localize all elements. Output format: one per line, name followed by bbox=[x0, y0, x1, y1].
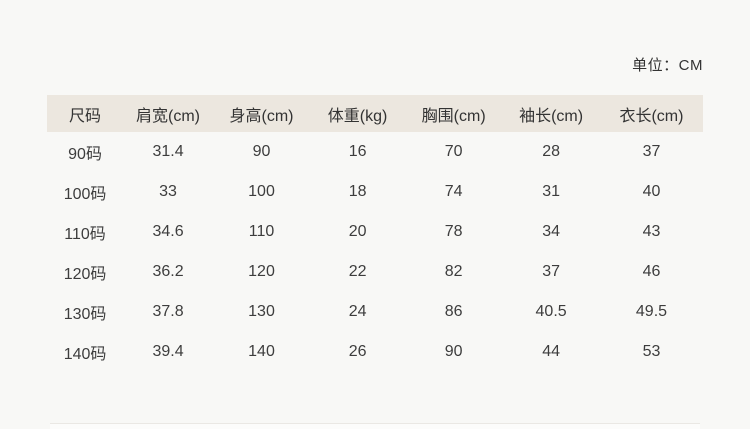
column-header: 衣长(cm) bbox=[619, 107, 684, 125]
table-cell: 18 bbox=[348, 183, 367, 200]
table-cell: 82 bbox=[444, 263, 463, 280]
table-row: 110码 34.6 110 20 78 34 43 bbox=[47, 212, 703, 252]
column-header: 胸围(cm) bbox=[421, 107, 486, 125]
table-cell: 53 bbox=[642, 343, 661, 360]
bottom-strip bbox=[50, 424, 700, 429]
header-row: 尺码 肩宽(cm) 身高(cm) 体重(kg) 胸围(cm) 袖长(cm) 衣长(cm) bbox=[47, 95, 703, 132]
table-cell: 90 bbox=[252, 143, 271, 160]
table-cell: 24 bbox=[348, 303, 367, 320]
table-cell: 40.5 bbox=[535, 303, 567, 320]
table-cell: 33 bbox=[159, 183, 177, 200]
table-cell: 110码 bbox=[64, 226, 106, 243]
table-cell: 26 bbox=[348, 343, 367, 360]
table-cell: 46 bbox=[642, 263, 661, 280]
table-cell: 22 bbox=[348, 263, 367, 280]
table-row: 120码 36.2 120 22 82 37 46 bbox=[47, 252, 703, 292]
column-header: 肩宽(cm) bbox=[136, 107, 201, 125]
table-row: 90码 31.4 90 16 70 28 37 bbox=[47, 132, 703, 172]
table-cell: 120 bbox=[248, 263, 275, 280]
table-cell: 20 bbox=[348, 223, 367, 240]
table-cell: 74 bbox=[444, 183, 463, 200]
table-cell: 100 bbox=[248, 183, 275, 200]
bottom-divider bbox=[50, 423, 700, 424]
column-header: 体重(kg) bbox=[327, 107, 388, 125]
table-row: 140码 39.4 140 26 90 44 53 bbox=[47, 332, 703, 372]
table-cell: 100码 bbox=[63, 186, 107, 203]
table-cell: 140 bbox=[248, 343, 275, 360]
size-table: 尺码 肩宽(cm) 身高(cm) 体重(kg) 胸围(cm) 袖长(cm) 衣长(cm) 9… bbox=[47, 95, 703, 372]
size-table-head: 尺码 肩宽(cm) 身高(cm) 体重(kg) 胸围(cm) 袖长(cm) 衣长(cm) bbox=[47, 95, 703, 132]
table-cell: 44 bbox=[542, 343, 560, 360]
table-row: 130码 37.8 130 24 86 40.5 49.5 bbox=[47, 292, 703, 332]
table-cell: 37 bbox=[642, 143, 661, 160]
table-cell: 31.4 bbox=[152, 143, 184, 160]
unit-label: 单位：CM bbox=[632, 57, 703, 74]
table-cell: 34.6 bbox=[152, 223, 184, 240]
table-cell: 37 bbox=[542, 263, 560, 280]
table-cell: 16 bbox=[348, 143, 367, 160]
table-cell: 130码 bbox=[63, 306, 107, 323]
table-cell: 31 bbox=[542, 183, 560, 200]
table-cell: 37.8 bbox=[152, 303, 184, 320]
table-cell: 70 bbox=[444, 143, 463, 160]
table-cell: 90 bbox=[444, 343, 463, 360]
table-cell: 28 bbox=[542, 143, 560, 160]
table-cell: 140码 bbox=[63, 346, 107, 363]
table-cell: 86 bbox=[444, 303, 463, 320]
table-cell: 130 bbox=[248, 303, 275, 320]
table-cell: 110 bbox=[248, 223, 275, 240]
table-cell: 34 bbox=[542, 223, 560, 240]
table-cell: 78 bbox=[444, 223, 463, 240]
table-cell: 43 bbox=[642, 223, 661, 240]
table-cell: 40 bbox=[642, 183, 661, 200]
table-cell: 49.5 bbox=[635, 303, 668, 320]
table-cell: 39.4 bbox=[152, 343, 184, 360]
size-table-body: 90码 31.4 90 16 70 28 37 100码 33 100 18 74 31 40 110码 34… bbox=[47, 132, 703, 372]
table-cell: 120码 bbox=[63, 266, 107, 283]
table-cell: 36.2 bbox=[152, 263, 184, 280]
size-table-container: 尺码 肩宽(cm) 身高(cm) 体重(kg) 胸围(cm) 袖长(cm) 衣长(cm) 9… bbox=[47, 95, 703, 372]
table-row: 100码 33 100 18 74 31 40 bbox=[47, 172, 703, 212]
column-header: 尺码 bbox=[69, 107, 102, 125]
table-cell: 90码 bbox=[68, 146, 102, 163]
column-header: 身高(cm) bbox=[229, 107, 294, 125]
column-header: 袖长(cm) bbox=[519, 107, 584, 125]
